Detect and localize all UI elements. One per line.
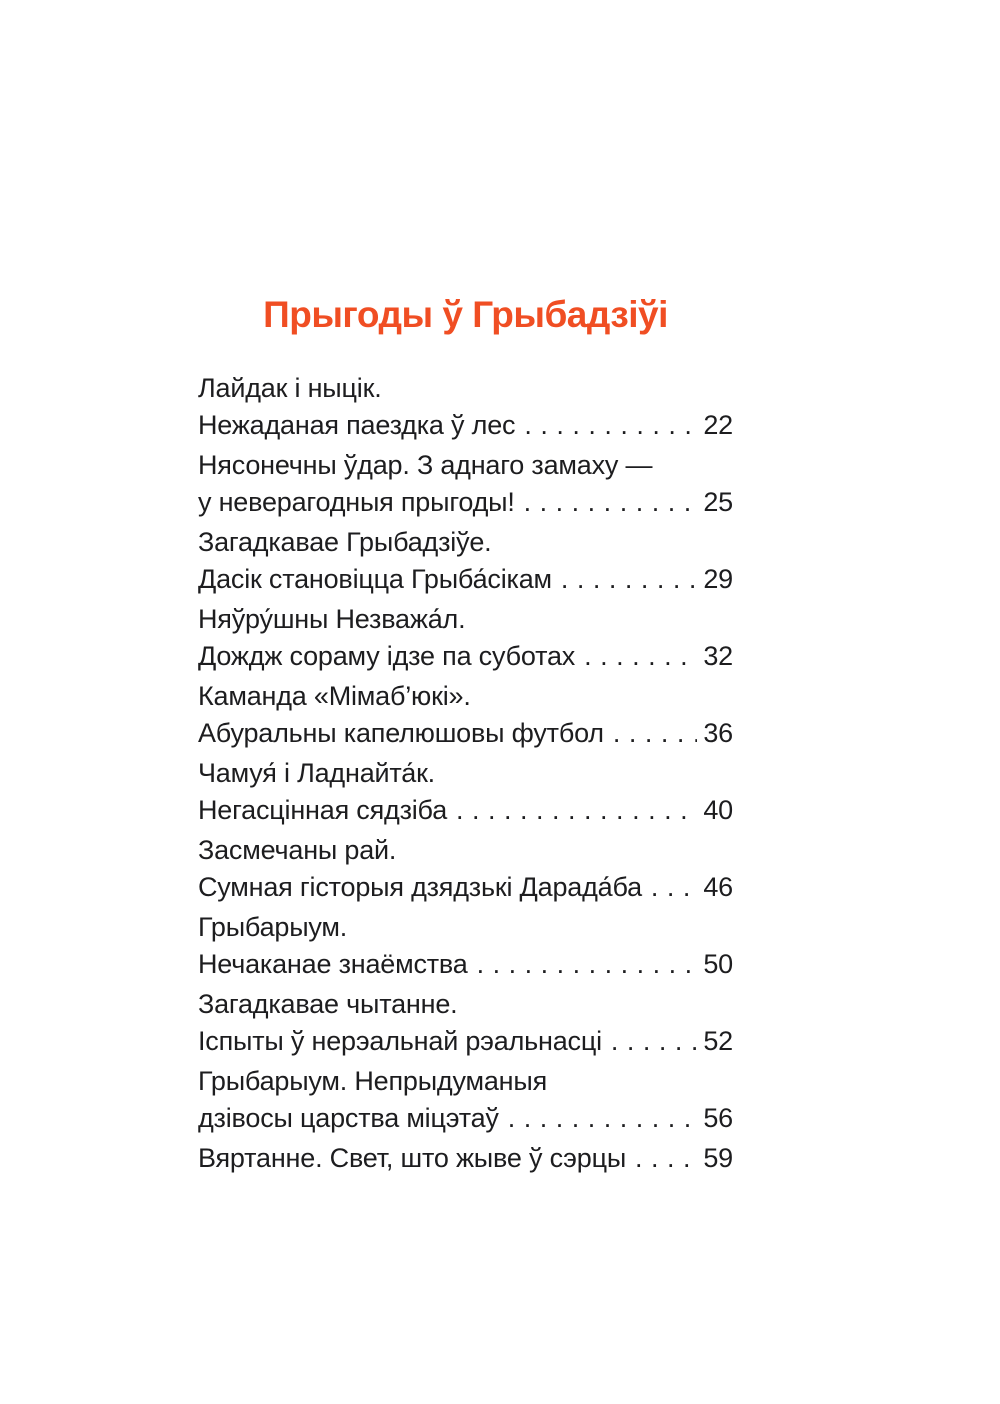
toc-entry-leader-line: дзівосы царства міцэтаў 56 (198, 1100, 733, 1137)
toc-entry-leader-line: Сумная гісторыя дзядзькі Дарада́ба 46 (198, 869, 733, 906)
toc-entry-page-number: 25 (703, 487, 733, 518)
toc-entry-subtitle: Негасцінная сядзіба (198, 795, 448, 826)
toc-entry-leader-line: Вяртанне. Свет, што жыве ў сэрцы 59 (198, 1140, 733, 1177)
toc-entries: Лайдак і ныцік. Нежаданая паездка ў лес … (198, 370, 733, 1177)
toc-entry: Вяртанне. Свет, што жыве ў сэрцы 59 (198, 1140, 733, 1177)
toc-entry: Каманда «Мімаб’юкі». Абуральны капелюшов… (198, 678, 733, 752)
toc-entry: Нясонечны ўдар. З аднаго замаху — у неве… (198, 447, 733, 521)
toc-entry-title-line: Каманда «Мімаб’юкі». (198, 681, 471, 712)
toc-entry-leader-line: Іспыты ў нерэальнай рэальнасці 52 (198, 1023, 733, 1060)
dot-leader (456, 792, 697, 829)
toc-entry-leader-line: Абуральны капелюшовы футбол 36 (198, 715, 733, 752)
toc-entry-leader-line: Дасік становіцца Грыба́сікам 29 (198, 561, 733, 598)
toc-entry-page-number: 36 (703, 718, 733, 749)
toc-entry: Няўру́шны Незважа́л. Дождж сораму ідзе п… (198, 601, 733, 675)
toc-entry-page-number: 29 (703, 564, 733, 595)
toc-entry-title-line: Чамуя́ і Ладнайта́к. (198, 758, 435, 789)
toc-entry: Засмечаны рай. Сумная гісторыя дзядзькі … (198, 832, 733, 906)
toc-entry-title-line: Лайдак і ныцік. (198, 373, 382, 404)
toc-title: Прыгоды ў Грыбадзіўі (263, 294, 668, 335)
dot-leader (635, 1140, 697, 1177)
toc-entry: Грыбарыум. Нечаканае знаёмства 50 (198, 909, 733, 983)
toc-entry-page-number: 59 (703, 1143, 733, 1174)
toc-entry-page-number: 22 (703, 410, 733, 441)
toc-entry-leader-line: Нечаканае знаёмства 50 (198, 946, 733, 983)
toc-entry-title-line: Загадкавае Грыбадзіўе. (198, 527, 492, 558)
toc-entry: Лайдак і ныцік. Нежаданая паездка ў лес … (198, 370, 733, 444)
toc-entry-title-line: Засмечаны рай. (198, 835, 397, 866)
dot-leader (524, 484, 697, 521)
toc-entry-leader-line: Нежаданая паездка ў лес 22 (198, 407, 733, 444)
toc-entry-subtitle: Вяртанне. Свет, што жыве ў сэрцы (198, 1143, 627, 1174)
toc-entry: Грыбарыум. Непрыдуманыя дзівосы царства … (198, 1063, 733, 1137)
toc-entry: Загадкавае чытанне. Іспыты ў нерэальнай … (198, 986, 733, 1060)
table-of-contents: Прыгоды ў Грыбадзіўі Лайдак і ныцік. Неж… (198, 293, 733, 1180)
toc-entry-title-line: Грыбарыум. Непрыдуманыя (198, 1066, 547, 1097)
toc-entry-subtitle: Абуральны капелюшовы футбол (198, 718, 604, 749)
toc-entry-subtitle: у неверагодныя прыгоды! (198, 487, 515, 518)
toc-entry-subtitle: Іспыты ў нерэальнай рэальнасці (198, 1026, 602, 1057)
toc-entry-title-line: Загадкавае чытанне. (198, 989, 458, 1020)
toc-entry-page-number: 56 (703, 1103, 733, 1134)
toc-entry-subtitle: дзівосы царства міцэтаў (198, 1103, 499, 1134)
toc-entry-leader-line: Дождж сораму ідзе па суботах 32 (198, 638, 733, 675)
dot-leader (651, 869, 697, 906)
toc-entry: Загадкавае Грыбадзіўе. Дасік становіцца … (198, 524, 733, 598)
toc-entry-title-line: Няўру́шны Незважа́л. (198, 604, 466, 635)
toc-entry-page-number: 46 (703, 872, 733, 903)
toc-entry-page-number: 50 (703, 949, 733, 980)
dot-leader (613, 715, 697, 752)
toc-entry-leader-line: у неверагодныя прыгоды! 25 (198, 484, 733, 521)
dot-leader (477, 946, 697, 983)
dot-leader (524, 407, 697, 444)
dot-leader (611, 1023, 697, 1060)
toc-entry: Чамуя́ і Ладнайта́к. Негасцінная сядзіба… (198, 755, 733, 829)
toc-entry-subtitle: Нечаканае знаёмства (198, 949, 468, 980)
toc-entry-page-number: 52 (703, 1026, 733, 1057)
toc-entry-title-line: Грыбарыум. (198, 912, 348, 943)
dot-leader (508, 1100, 697, 1137)
toc-entry-title-line: Нясонечны ўдар. З аднаго замаху — (198, 450, 653, 481)
toc-entry-subtitle: Нежаданая паездка ў лес (198, 410, 516, 441)
toc-entry-subtitle: Дасік становіцца Грыба́сікам (198, 564, 552, 595)
toc-entry-page-number: 40 (703, 795, 733, 826)
toc-entry-page-number: 32 (703, 641, 733, 672)
toc-entry-subtitle: Дождж сораму ідзе па суботах (198, 641, 576, 672)
toc-entry-subtitle: Сумная гісторыя дзядзькі Дарада́ба (198, 872, 642, 903)
dot-leader (584, 638, 697, 675)
toc-entry-leader-line: Негасцінная сядзіба 40 (198, 792, 733, 829)
dot-leader (561, 561, 697, 598)
